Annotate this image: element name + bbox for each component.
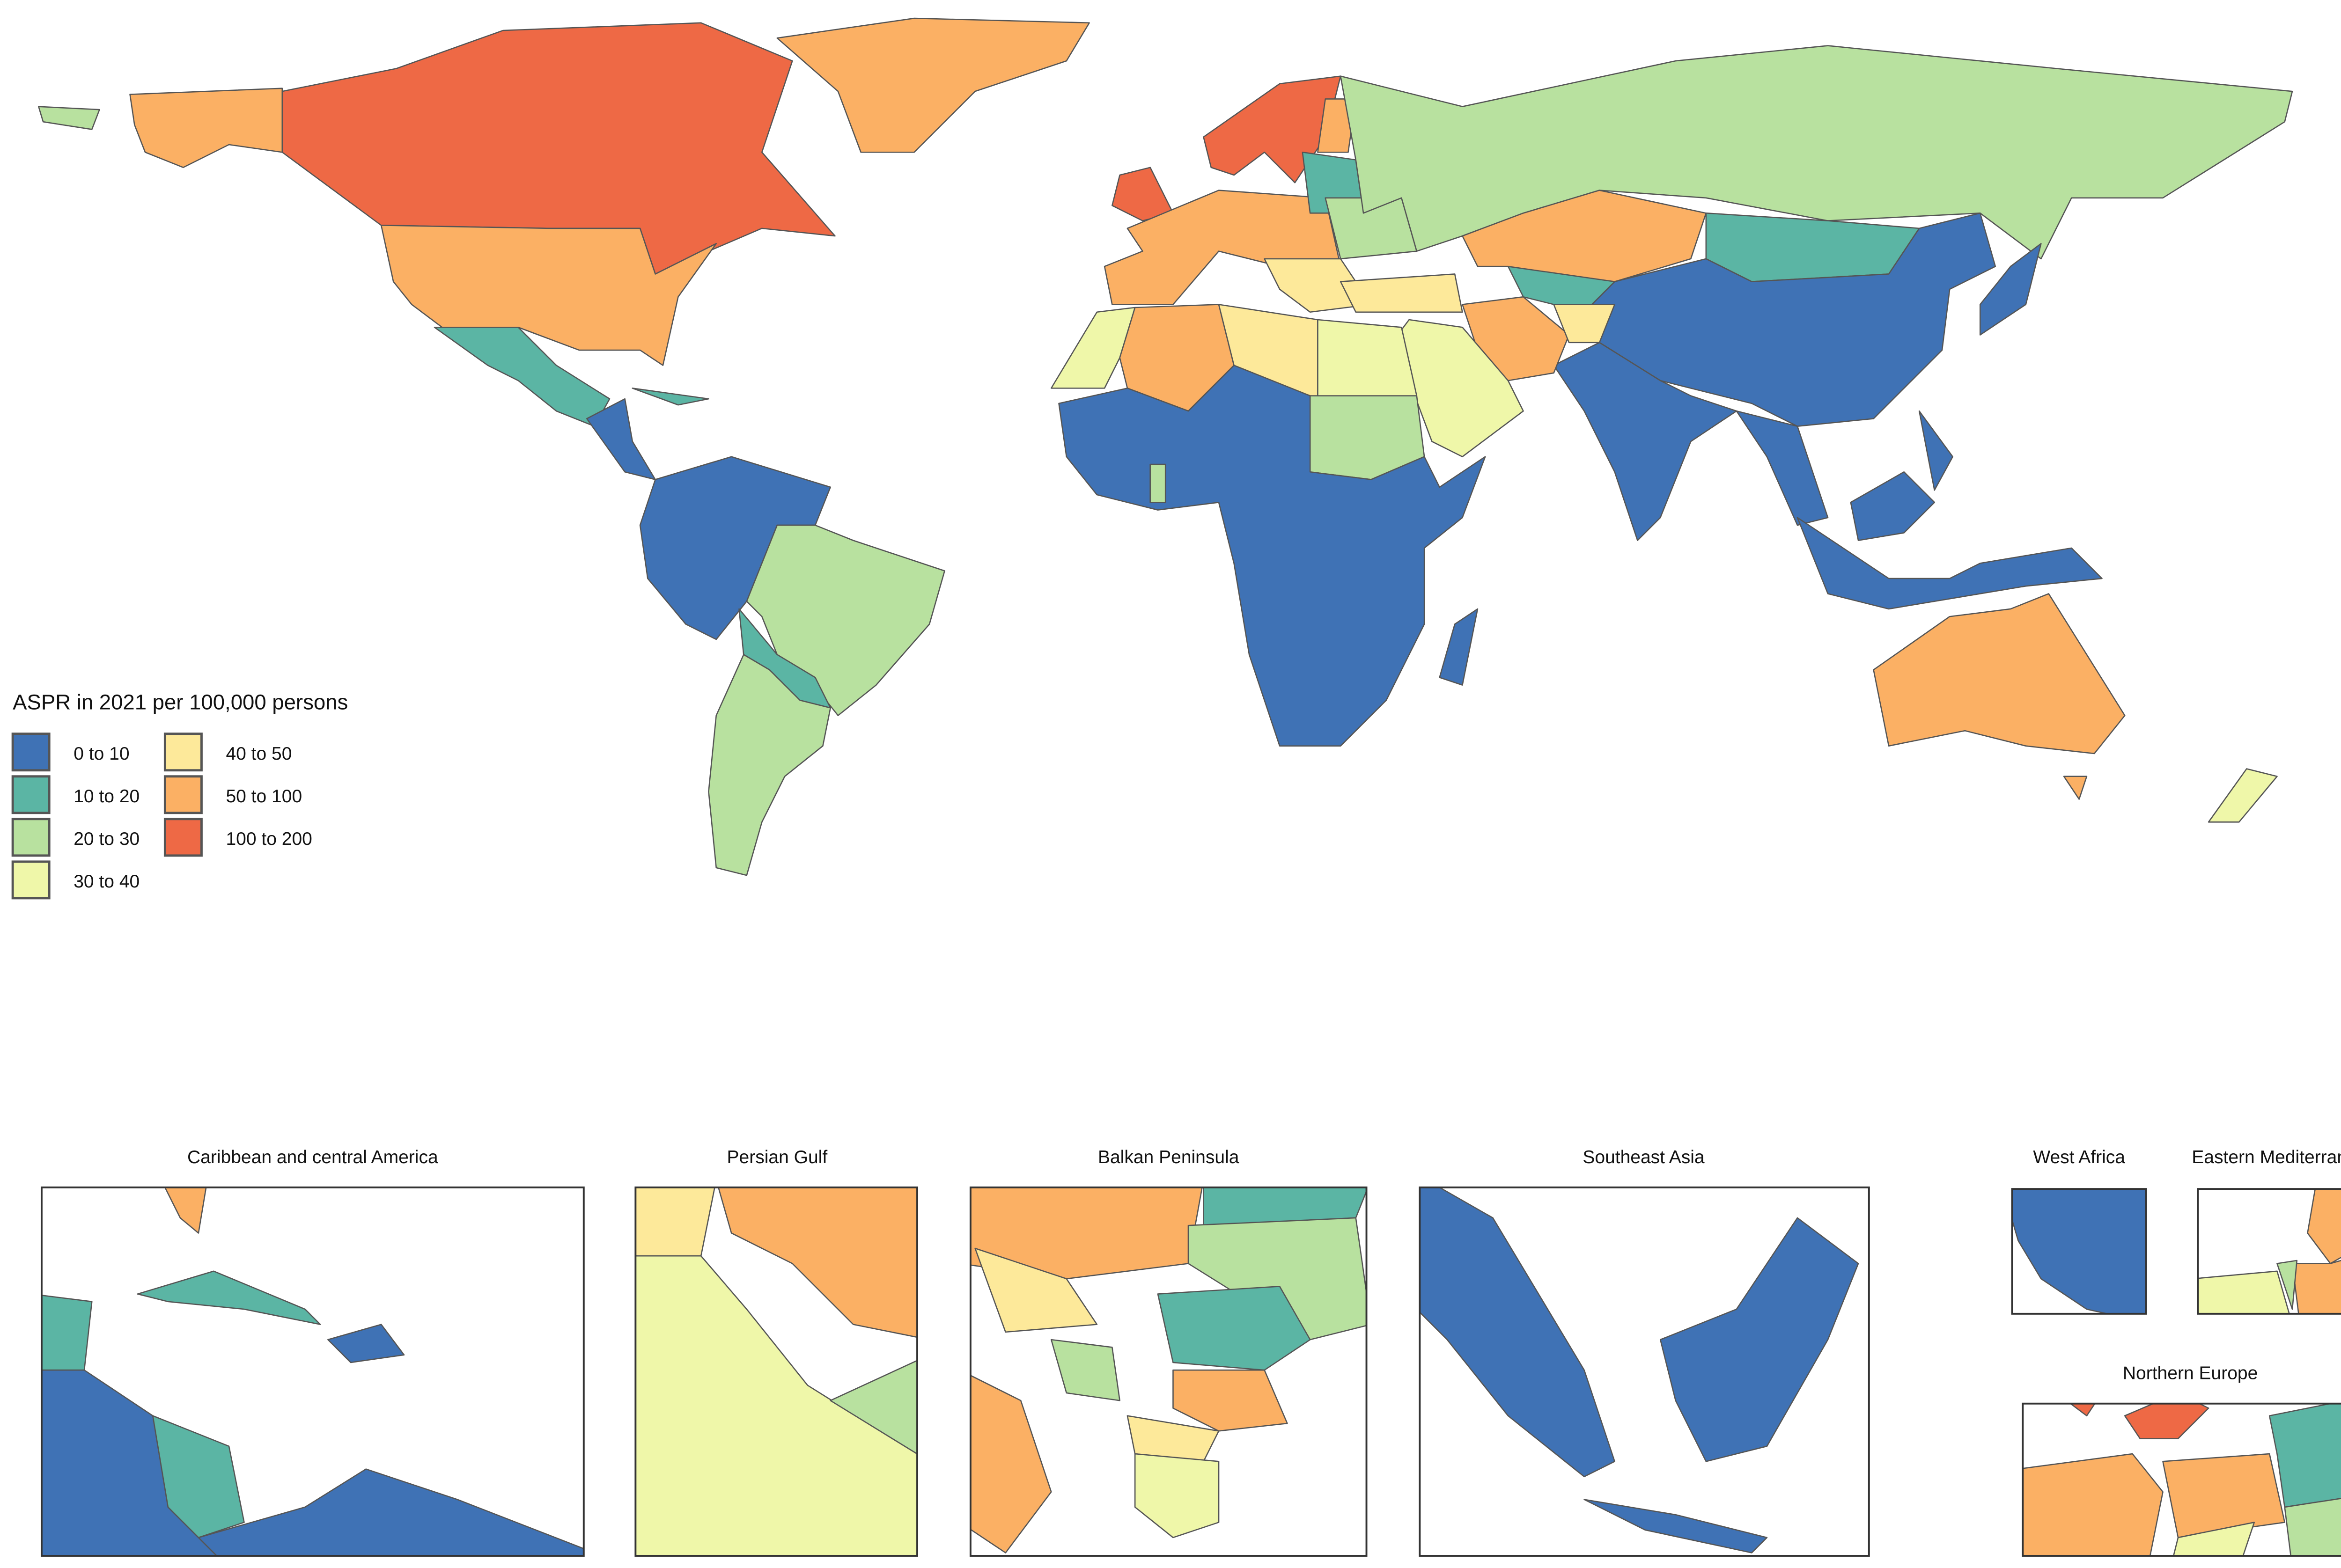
inset-title: West Africa — [2033, 1147, 2125, 1167]
inset-frame — [1419, 1186, 1870, 1557]
country — [152, 1415, 245, 1539]
country — [632, 388, 709, 406]
inset-title: Balkan Peninsula — [1098, 1147, 1239, 1167]
country — [1050, 1339, 1120, 1401]
country — [1157, 1286, 1311, 1371]
country — [2307, 1189, 2341, 1264]
country — [1187, 1217, 1367, 1341]
inset-frame — [2022, 1402, 2341, 1557]
country — [1149, 463, 1166, 503]
inset-eastern-mediterranean — [2197, 1188, 2341, 1315]
country — [38, 106, 100, 130]
inset-frame — [40, 1186, 585, 1557]
inset-northern-europe — [2022, 1402, 2341, 1557]
country — [129, 88, 283, 169]
inset-titles: Caribbean and central America Persian Gul… — [187, 1147, 2341, 1384]
inset-west-africa — [2011, 1188, 2147, 1315]
inset-title: Persian Gulf — [727, 1147, 827, 1167]
country — [2198, 1270, 2290, 1314]
country — [1462, 190, 1707, 290]
legend-label: 50 to 100 — [226, 786, 302, 806]
country — [2023, 1453, 2164, 1556]
country — [1420, 1187, 1615, 1478]
country — [2268, 1403, 2341, 1508]
country — [1873, 593, 2126, 755]
country — [2172, 1522, 2255, 1556]
inset-title: Eastern Mediterranean — [2192, 1147, 2341, 1167]
country — [1553, 304, 1615, 344]
legend-swatch — [11, 775, 51, 814]
country — [586, 398, 656, 480]
inset-southeast-asia — [1419, 1186, 1870, 1557]
legend-swatch — [11, 733, 51, 772]
country — [1439, 608, 1479, 686]
country — [1340, 273, 1463, 313]
countries — [38, 17, 2293, 876]
country — [198, 1468, 584, 1556]
country — [380, 225, 717, 366]
inset-frame — [969, 1186, 1368, 1557]
country — [970, 1187, 1203, 1280]
inset-balkan — [969, 1186, 1368, 1557]
country — [635, 1187, 715, 1257]
inset-frame — [2011, 1188, 2147, 1315]
legend-label: 0 to 10 — [74, 744, 129, 764]
country — [1317, 319, 1418, 396]
country — [1104, 190, 1341, 305]
inset-title: Northern Europe — [2123, 1363, 2258, 1384]
country — [708, 654, 831, 876]
country — [830, 1360, 918, 1455]
country — [1705, 212, 1920, 282]
country — [1058, 365, 1486, 747]
country — [1796, 517, 2103, 610]
country — [2291, 1260, 2341, 1314]
country — [970, 1375, 1052, 1553]
legend-label: 30 to 40 — [74, 872, 140, 892]
country — [41, 1295, 93, 1371]
country — [1134, 1453, 1220, 1539]
inset-frame — [634, 1186, 919, 1557]
country — [327, 1324, 405, 1363]
legend-title: ASPR in 2021 per 100,000 persons — [13, 690, 348, 714]
country — [2208, 768, 2278, 823]
inset-caribbean — [40, 1186, 585, 1557]
inset-title: Caribbean and central America — [187, 1147, 438, 1167]
country — [1172, 1369, 1288, 1432]
legend-swatch — [11, 860, 51, 900]
legend-label: 10 to 20 — [74, 786, 140, 806]
country — [776, 17, 1090, 153]
legend-swatch — [163, 775, 203, 814]
legend: ASPR in 2021 per 100,000 persons 0 to 10… — [11, 690, 348, 900]
country — [2063, 776, 2088, 800]
country — [1264, 258, 1372, 313]
country — [1850, 471, 1935, 541]
country — [1979, 243, 2042, 336]
legend-swatch — [163, 733, 203, 772]
country — [1553, 342, 1737, 541]
country — [137, 1270, 321, 1325]
legend-swatch — [163, 818, 203, 857]
country — [2162, 1453, 2286, 1539]
country — [1918, 410, 1954, 491]
legend-swatch — [11, 818, 51, 857]
inset-title: Southeast Asia — [1583, 1147, 1705, 1167]
country — [2012, 1189, 2146, 1314]
country — [1736, 410, 1829, 526]
country — [1583, 1499, 1768, 1553]
country — [974, 1247, 1098, 1333]
country — [2284, 1498, 2341, 1556]
legend-label: 100 to 200 — [226, 829, 312, 849]
country — [718, 1187, 918, 1338]
inset-frame — [2197, 1188, 2341, 1315]
legend-label: 40 to 50 — [226, 744, 292, 764]
country — [2276, 1260, 2298, 1310]
country — [1659, 1217, 1859, 1462]
legend-label: 20 to 30 — [74, 829, 140, 849]
country — [164, 1187, 207, 1234]
country — [2124, 1403, 2209, 1439]
inset-persian-gulf — [634, 1186, 919, 1557]
